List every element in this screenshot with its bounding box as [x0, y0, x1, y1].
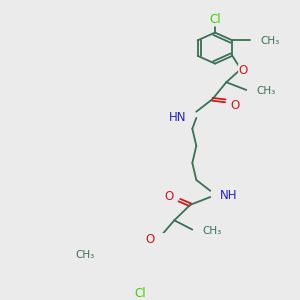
Text: O: O [239, 64, 248, 77]
Text: Cl: Cl [134, 287, 146, 300]
Text: CH₃: CH₃ [76, 250, 95, 260]
Text: Cl: Cl [209, 13, 221, 26]
Text: CH₃: CH₃ [256, 86, 276, 96]
Text: O: O [145, 233, 154, 246]
Text: O: O [231, 99, 240, 112]
Text: NH: NH [220, 189, 238, 202]
Text: HN: HN [169, 111, 186, 124]
Text: O: O [165, 190, 174, 203]
Text: CH₃: CH₃ [202, 226, 222, 236]
Text: CH₃: CH₃ [260, 36, 280, 46]
